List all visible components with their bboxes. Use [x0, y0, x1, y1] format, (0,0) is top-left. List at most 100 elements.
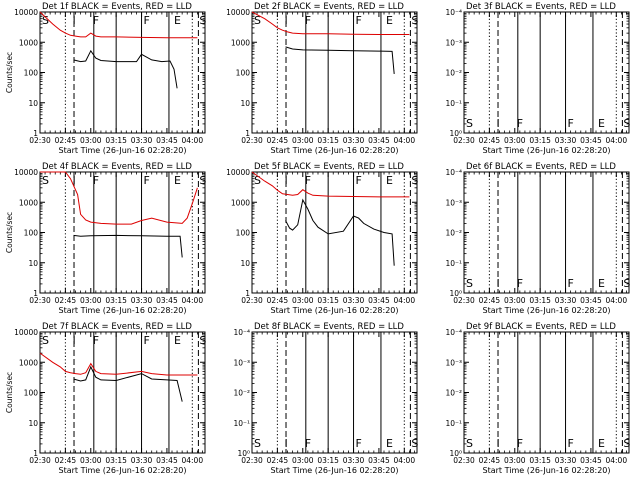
x-tick-label: 02:45	[267, 296, 289, 305]
y-tick-label: 10	[28, 99, 38, 108]
x-tick-label: 02:30	[241, 456, 263, 465]
y-tick-label: 10	[240, 259, 250, 268]
events-series-line	[73, 365, 183, 402]
event-marker-f: F	[568, 437, 574, 450]
x-tick-label: 02:30	[29, 136, 51, 145]
panel-det-2: Det 2f BLACK = Events, RED = LLD 1 10 100 10…	[226, 2, 418, 155]
event-marker-f: F	[93, 334, 99, 347]
event-marker-e: E	[174, 334, 181, 347]
event-marker-e: E	[598, 437, 605, 450]
y-tick-label: 10⁻³	[445, 358, 462, 367]
x-tick-label: 03:15	[317, 296, 339, 305]
lld-series-line	[39, 352, 198, 376]
x-tick-label: 02:45	[267, 136, 289, 145]
y-tick-label: 1000	[231, 198, 250, 207]
event-marker-f: F	[144, 174, 150, 187]
event-marker-f: F	[93, 174, 99, 187]
y-tick-label: 10⁻¹	[445, 419, 462, 428]
y-tick-label: 100	[236, 69, 251, 78]
y-tick-label: 10	[28, 419, 38, 428]
x-tick-label: 04:00	[181, 456, 203, 465]
y-tick-label: 100	[24, 229, 39, 238]
y-tick-label: 1000	[19, 198, 38, 207]
lld-series-line	[39, 11, 198, 39]
event-marker-s: S	[254, 437, 261, 450]
y-tick-label: 1000	[19, 38, 38, 47]
x-tick-label: 02:30	[241, 296, 263, 305]
x-tick-label: 03:45	[580, 296, 602, 305]
x-tick-label: 03:45	[368, 296, 390, 305]
event-marker-s: S	[199, 334, 206, 347]
event-marker-s: S	[623, 277, 630, 290]
panel-title: Det 3f BLACK = Events, RED = LLD	[466, 2, 616, 12]
panel-title: Det 9f BLACK = Events, RED = LLD	[466, 322, 616, 332]
x-tick-label: 02:45	[55, 136, 77, 145]
event-marker-s: S	[199, 14, 206, 27]
event-marker-f: F	[568, 277, 574, 290]
panel-title: Det 2f BLACK = Events, RED = LLD	[254, 2, 404, 12]
panel-det-3: Det 3f BLACK = Events, RED = LLD 10⁰ 10⁻¹ 1…	[445, 2, 630, 155]
x-tick-label: 02:45	[55, 456, 77, 465]
x-tick-label: 03:00	[80, 136, 102, 145]
x-tick-label: 03:45	[580, 456, 602, 465]
y-tick-label: 1	[245, 129, 250, 138]
x-tick-label: 04:00	[181, 136, 203, 145]
event-marker-f: F	[356, 14, 362, 27]
x-tick-label: 02:30	[453, 296, 475, 305]
y-tick-label: 1	[245, 289, 250, 298]
x-tick-label: 03:15	[317, 456, 339, 465]
x-tick-label: 03:00	[80, 456, 102, 465]
y-tick-label: 10⁻⁴	[445, 8, 462, 17]
y-axis-title: Counts/sec	[5, 372, 14, 413]
event-marker-i: I	[72, 174, 75, 187]
x-tick-label: 03:30	[131, 136, 153, 145]
x-tick-label: 02:30	[453, 456, 475, 465]
y-tick-label: 1	[33, 449, 38, 458]
lld-series-line	[251, 171, 410, 198]
panel-det-5: Det 5f BLACK = Events, RED = LLD 1 10 100 10…	[226, 162, 418, 315]
event-marker-i: I	[496, 277, 499, 290]
event-marker-f: F	[356, 174, 362, 187]
y-tick-label: 1000	[19, 358, 38, 367]
plot-frame	[463, 331, 630, 454]
x-tick-label: 03:30	[343, 456, 365, 465]
y-tick-label: 1	[33, 129, 38, 138]
event-marker-f: F	[305, 174, 311, 187]
x-tick-label: 03:30	[555, 136, 577, 145]
panel-det-4: Det 4f BLACK = Events, RED = LLD 1 10 100 10…	[5, 162, 206, 315]
x-tick-label: 03:15	[529, 456, 551, 465]
y-tick-label: 10⁻³	[445, 38, 462, 47]
event-marker-f: F	[144, 14, 150, 27]
event-marker-f: F	[517, 117, 523, 130]
x-tick-label: 03:00	[504, 136, 526, 145]
event-marker-e: E	[386, 14, 393, 27]
x-tick-label: 03:45	[368, 136, 390, 145]
event-marker-f: F	[356, 437, 362, 450]
x-tick-label: 02:45	[267, 456, 289, 465]
x-tick-label: 03:45	[156, 456, 178, 465]
x-tick-label: 03:00	[292, 136, 314, 145]
event-marker-f: F	[568, 117, 574, 130]
y-tick-label: 10⁻⁴	[445, 168, 462, 177]
x-tick-label: 03:15	[529, 136, 551, 145]
x-tick-label: 03:15	[529, 296, 551, 305]
y-axis-title: Counts/sec	[5, 212, 14, 253]
x-tick-label: 03:30	[343, 136, 365, 145]
y-tick-label: 100	[236, 229, 251, 238]
plot-frame	[39, 171, 206, 294]
y-tick-label: 10⁻⁴	[445, 328, 462, 337]
x-axis-title: Start Time (26-Jun-16 02:28:20)	[59, 466, 187, 475]
x-tick-label: 03:00	[292, 456, 314, 465]
x-tick-label: 04:00	[393, 456, 415, 465]
y-tick-label: 10⁻³	[233, 358, 250, 367]
event-marker-s: S	[411, 437, 418, 450]
y-tick-label: 10⁻⁴	[233, 328, 250, 337]
y-tick-label: 10000	[226, 8, 250, 17]
event-marker-i: I	[284, 437, 287, 450]
lld-series-line	[40, 171, 198, 225]
x-tick-label: 02:30	[29, 296, 51, 305]
event-marker-e: E	[386, 437, 393, 450]
event-marker-f: F	[144, 334, 150, 347]
y-tick-label: 100	[24, 389, 39, 398]
x-axis-title: Start Time (26-Jun-16 02:28:20)	[59, 146, 187, 155]
